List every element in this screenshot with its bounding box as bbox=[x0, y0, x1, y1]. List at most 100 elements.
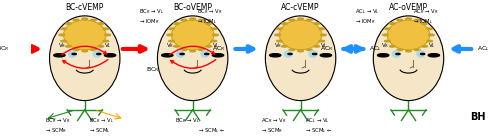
Circle shape bbox=[289, 49, 294, 51]
Text: BH: BH bbox=[470, 112, 486, 122]
Ellipse shape bbox=[417, 51, 424, 57]
Circle shape bbox=[298, 50, 304, 52]
Circle shape bbox=[82, 50, 87, 52]
Circle shape bbox=[314, 46, 320, 47]
Circle shape bbox=[298, 18, 304, 20]
Circle shape bbox=[270, 54, 281, 57]
Circle shape bbox=[378, 54, 389, 57]
Circle shape bbox=[319, 28, 324, 30]
Ellipse shape bbox=[93, 51, 101, 57]
Text: V$_L$: V$_L$ bbox=[428, 41, 436, 50]
Circle shape bbox=[276, 40, 282, 42]
Text: AC$_L$ → V$_L$: AC$_L$ → V$_L$ bbox=[306, 116, 330, 125]
Circle shape bbox=[54, 54, 65, 57]
Text: V$_R$: V$_R$ bbox=[382, 41, 390, 50]
Circle shape bbox=[103, 40, 108, 42]
Circle shape bbox=[397, 49, 402, 51]
Circle shape bbox=[174, 46, 180, 47]
Circle shape bbox=[174, 23, 180, 24]
Circle shape bbox=[66, 23, 71, 24]
Circle shape bbox=[98, 46, 103, 47]
Text: V$_L$: V$_L$ bbox=[104, 41, 112, 50]
Circle shape bbox=[320, 54, 332, 57]
Text: V$_R$: V$_R$ bbox=[58, 41, 66, 50]
Circle shape bbox=[319, 40, 324, 42]
Circle shape bbox=[181, 49, 186, 51]
Text: BC$_R$ → V$_R$: BC$_R$ → V$_R$ bbox=[198, 7, 223, 16]
Circle shape bbox=[168, 28, 174, 30]
Circle shape bbox=[314, 23, 320, 24]
Circle shape bbox=[61, 28, 66, 30]
Circle shape bbox=[422, 23, 428, 24]
Circle shape bbox=[212, 54, 224, 57]
Text: → SCM$_L$: → SCM$_L$ bbox=[90, 126, 111, 135]
Circle shape bbox=[420, 53, 424, 55]
Circle shape bbox=[206, 46, 212, 47]
Text: → SCM$_L$ ←: → SCM$_L$ ← bbox=[198, 126, 225, 135]
Text: BC-oVEMP: BC-oVEMP bbox=[173, 3, 212, 12]
Circle shape bbox=[103, 28, 108, 30]
Circle shape bbox=[320, 34, 326, 36]
Text: V$_R$: V$_R$ bbox=[166, 41, 173, 50]
Text: V$_L$: V$_L$ bbox=[320, 41, 328, 50]
Ellipse shape bbox=[201, 51, 209, 57]
Circle shape bbox=[206, 23, 212, 24]
Text: AC-cVEMP: AC-cVEMP bbox=[282, 3, 320, 12]
Circle shape bbox=[167, 34, 172, 36]
Circle shape bbox=[198, 49, 204, 51]
Ellipse shape bbox=[176, 51, 184, 57]
Circle shape bbox=[72, 53, 76, 55]
Circle shape bbox=[190, 18, 196, 20]
Circle shape bbox=[96, 53, 101, 55]
Circle shape bbox=[414, 19, 420, 21]
Text: → IOM$_L$: → IOM$_L$ bbox=[413, 17, 434, 26]
Circle shape bbox=[289, 19, 294, 21]
Ellipse shape bbox=[388, 20, 430, 50]
Circle shape bbox=[312, 53, 317, 55]
Circle shape bbox=[428, 34, 434, 36]
Circle shape bbox=[190, 50, 196, 52]
Ellipse shape bbox=[266, 16, 336, 101]
Text: AC$_R$: AC$_R$ bbox=[212, 44, 226, 53]
Ellipse shape bbox=[68, 51, 76, 57]
Circle shape bbox=[414, 49, 420, 51]
FancyArrowPatch shape bbox=[236, 46, 254, 52]
FancyArrowPatch shape bbox=[63, 60, 108, 68]
Ellipse shape bbox=[158, 16, 228, 101]
FancyArrowPatch shape bbox=[62, 46, 106, 55]
Circle shape bbox=[390, 46, 395, 47]
Circle shape bbox=[162, 54, 173, 57]
Circle shape bbox=[73, 49, 79, 51]
Text: → IOM$_R$: → IOM$_R$ bbox=[138, 17, 160, 26]
Circle shape bbox=[396, 53, 400, 55]
Circle shape bbox=[406, 18, 411, 20]
Text: → IOM$_R$: → IOM$_R$ bbox=[354, 17, 375, 26]
Circle shape bbox=[61, 40, 66, 42]
Circle shape bbox=[212, 34, 218, 36]
Ellipse shape bbox=[280, 20, 322, 50]
Circle shape bbox=[73, 19, 79, 21]
Circle shape bbox=[66, 46, 71, 47]
Circle shape bbox=[90, 49, 96, 51]
Circle shape bbox=[427, 40, 432, 42]
Text: → IOM$_L$: → IOM$_L$ bbox=[198, 17, 218, 26]
Circle shape bbox=[275, 34, 280, 36]
Ellipse shape bbox=[50, 16, 120, 101]
Text: → SCM$_L$ ←: → SCM$_L$ ← bbox=[306, 126, 333, 135]
Circle shape bbox=[198, 19, 204, 21]
Ellipse shape bbox=[309, 51, 317, 57]
Circle shape bbox=[282, 46, 287, 47]
Text: BC$_R$ → V$_R$: BC$_R$ → V$_R$ bbox=[45, 116, 70, 125]
Circle shape bbox=[427, 28, 432, 30]
Text: BC$_R$ → V$_L$: BC$_R$ → V$_L$ bbox=[90, 116, 114, 125]
Circle shape bbox=[98, 23, 103, 24]
Text: AC$_L$: AC$_L$ bbox=[368, 44, 382, 53]
Text: AC$_L$: AC$_L$ bbox=[476, 44, 490, 53]
Ellipse shape bbox=[392, 51, 400, 57]
Text: AC$_L$ → V$_L$: AC$_L$ → V$_L$ bbox=[354, 7, 380, 16]
Circle shape bbox=[422, 46, 428, 47]
Circle shape bbox=[428, 54, 440, 57]
FancyArrowPatch shape bbox=[171, 60, 216, 68]
Text: → SCM$_R$: → SCM$_R$ bbox=[45, 126, 66, 135]
Circle shape bbox=[105, 34, 110, 36]
